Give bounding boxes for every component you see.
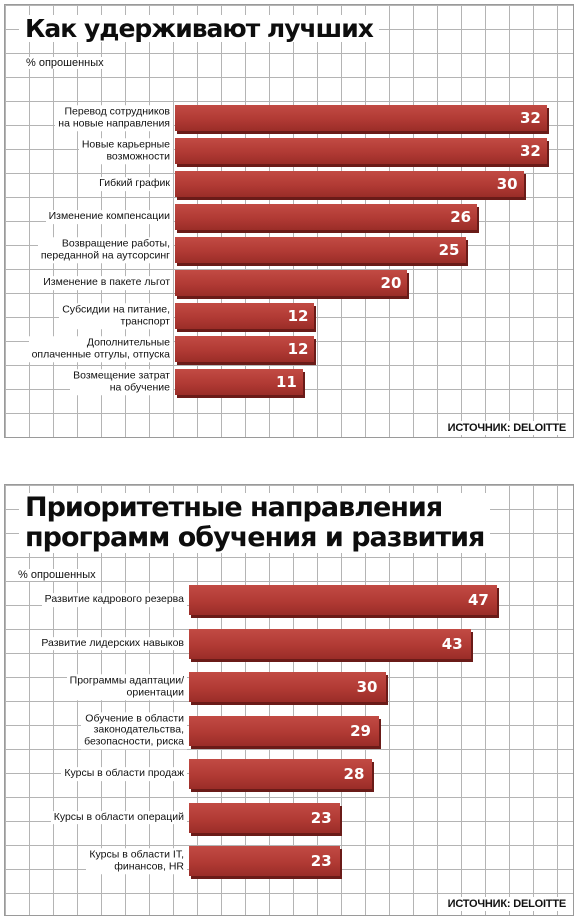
- bar: [175, 270, 408, 296]
- value-label: 26: [450, 208, 472, 226]
- value-label: 25: [438, 241, 460, 259]
- category-label: Возмещение затрат на обучение: [70, 369, 173, 395]
- bar-row: Обучение в области законодательства, без…: [5, 711, 573, 750]
- value-label: 29: [350, 721, 371, 740]
- value-label: 43: [441, 634, 463, 653]
- bar-row: Курсы в области продаж 28: [5, 759, 573, 789]
- bar-row: Возмещение затрат на обучение 11: [5, 369, 573, 395]
- bar-row: Программы адаптации/ ориентации 30: [5, 672, 573, 702]
- category-label: Гибкий график: [96, 177, 173, 191]
- category-label: Изменение компенсации: [45, 210, 173, 224]
- value-label: 12: [287, 307, 309, 325]
- category-label: Перевод сотрудников на новые направления: [55, 105, 173, 131]
- bar: [189, 802, 340, 833]
- bar-row: Гибкий график 30: [5, 171, 573, 197]
- bar: [175, 204, 478, 230]
- bar: [175, 171, 524, 197]
- category-label: Возвращение работы, переданной на аутсор…: [37, 237, 173, 263]
- category-label: Изменение в пакете льгот: [40, 276, 173, 290]
- bar: [175, 138, 547, 164]
- retention-chart-panel: Как удерживают лучших % опрошенных Перев…: [4, 4, 574, 438]
- category-label: Курсы в области операций: [50, 810, 187, 825]
- bar-row: Новые карьерные возможности 32: [5, 138, 573, 164]
- value-label: 23: [310, 808, 332, 827]
- value-label: 47: [467, 591, 489, 609]
- bar: [175, 336, 315, 362]
- bar-row: Изменение в пакете льгот 20: [5, 270, 573, 296]
- value-label: 30: [356, 678, 378, 696]
- bar: [175, 105, 547, 131]
- category-label: Субсидии на питание, транспорт: [59, 303, 173, 329]
- bar-row: Развитие лидерских навыков 43: [5, 628, 573, 659]
- category-label: Курсы в области продаж: [61, 767, 187, 781]
- bar-row: Изменение компенсации 26: [5, 204, 573, 230]
- category-label: Курсы в области IT, финансов, HR: [86, 848, 187, 874]
- bar: [175, 237, 466, 263]
- value-label: 28: [343, 765, 365, 783]
- value-label: 32: [519, 142, 541, 160]
- category-label: Обучение в области законодательства, без…: [81, 711, 187, 750]
- bar: [189, 672, 386, 702]
- chart-title-line: Приоритетные направления: [25, 492, 443, 523]
- bar: [175, 303, 315, 329]
- bar: [189, 715, 379, 746]
- category-label: Развитие лидерских навыков: [38, 636, 187, 651]
- category-label: Программы адаптации/ ориентации: [66, 674, 187, 700]
- source-label: ИСТОЧНИК: DELOITTE: [444, 897, 569, 911]
- bar-row: Возвращение работы, переданной на аутсор…: [5, 237, 573, 263]
- value-label: 12: [287, 340, 309, 358]
- unit-label: % опрошенных: [23, 57, 107, 69]
- unit-label: % опрошенных: [15, 569, 99, 581]
- category-label: Развитие кадрового резерва: [41, 593, 187, 607]
- category-label: Дополнительные оплаченные отгулы, отпуск…: [28, 336, 173, 362]
- training-chart-panel: Приоритетные направления программ обучени…: [4, 484, 574, 916]
- bar: [175, 369, 303, 395]
- chart-title: Как удерживают лучших: [19, 15, 379, 42]
- bar-row: Перевод сотрудников на новые направления…: [5, 105, 573, 131]
- value-label: 30: [496, 175, 518, 193]
- bar-row: Развитие кадрового резерва 47: [5, 585, 573, 615]
- value-label: 20: [380, 274, 402, 292]
- bar: [189, 846, 340, 876]
- bar: [189, 628, 471, 659]
- bar-row: Субсидии на питание, транспорт 12: [5, 303, 573, 329]
- bar: [189, 759, 373, 789]
- value-label: 23: [310, 852, 332, 870]
- value-label: 11: [275, 373, 297, 391]
- bar-row: Курсы в области IT, финансов, HR 23: [5, 846, 573, 876]
- source-label: ИСТОЧНИК: DELOITTE: [444, 421, 569, 435]
- value-label: 32: [519, 109, 541, 127]
- bar: [189, 585, 497, 615]
- chart-title: Приоритетные направления программ обучени…: [19, 492, 491, 554]
- category-label: Новые карьерные возможности: [78, 138, 173, 164]
- bar-row: Курсы в области операций 23: [5, 802, 573, 833]
- chart-title-line: программ обучения и развития: [25, 522, 485, 554]
- bar-row: Дополнительные оплаченные отгулы, отпуск…: [5, 336, 573, 362]
